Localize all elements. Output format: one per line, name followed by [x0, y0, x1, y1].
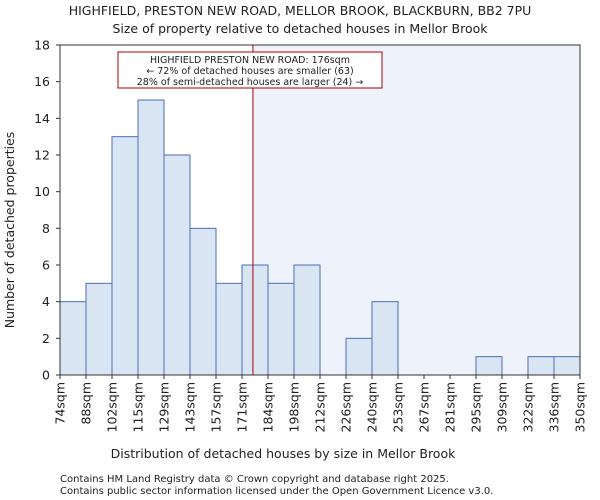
x-tick-label: 88sqm — [79, 382, 94, 425]
bar-226sqm — [345, 337, 373, 376]
y-tick-label: 2 — [42, 331, 50, 346]
chart-subtitle: Size of property relative to detached ho… — [112, 21, 488, 36]
y-tick-label: 12 — [34, 148, 50, 163]
annotation-line-1: HIGHFIELD PRESTON NEW ROAD: 176sqm — [150, 55, 350, 66]
bar-198sqm — [293, 264, 321, 376]
bar-74sqm — [59, 301, 87, 376]
bar-88sqm — [85, 282, 113, 376]
x-tick-label: 184sqm — [261, 382, 276, 432]
plot-area: 0 2 4 6 8 10 12 14 16 18 74sqm 88sqm 102sqm 115sqm 129… — [34, 38, 587, 433]
bar-171sqm — [241, 264, 269, 376]
x-tick-label: 267sqm — [417, 382, 432, 432]
bar-102sqm — [111, 136, 139, 376]
x-tick-label: 309sqm — [495, 382, 510, 432]
x-axis-label: Distribution of detached houses by size … — [111, 446, 456, 461]
annotation-box — [117, 51, 383, 89]
y-tick-label: 8 — [42, 221, 50, 236]
x-tick-label: 198sqm — [287, 382, 302, 432]
bar-336sqm — [553, 356, 581, 376]
footer-line-1: Contains HM Land Registry data © Crown c… — [60, 474, 449, 485]
y-axis-label: Number of detached properties — [2, 132, 17, 329]
x-tick-label: 350sqm — [573, 382, 588, 432]
footer-line-2: Contains public sector information licen… — [60, 486, 493, 497]
bar-295sqm — [475, 356, 503, 376]
x-tick-label: 74sqm — [53, 382, 68, 425]
annotation-line-2: ← 72% of detached houses are smaller (63… — [146, 66, 353, 77]
chart-title: HIGHFIELD, PRESTON NEW ROAD, MELLOR BROO… — [69, 3, 532, 18]
x-tick-label: 226sqm — [339, 382, 354, 432]
x-tick-label: 143sqm — [183, 382, 198, 432]
bar-115sqm — [137, 99, 165, 376]
x-tick-label: 102sqm — [105, 382, 120, 432]
y-tick-label: 10 — [34, 184, 50, 199]
x-tick-label: 171sqm — [235, 382, 250, 432]
x-tick-label: 322sqm — [521, 382, 536, 432]
x-tick-label: 295sqm — [469, 382, 484, 432]
y-tick-label: 4 — [42, 294, 50, 309]
x-tick-label: 129sqm — [157, 382, 172, 432]
bar-184sqm — [267, 282, 295, 376]
y-tick-label: 0 — [42, 368, 50, 383]
y-tick-label: 18 — [34, 38, 50, 53]
bar-157sqm — [215, 282, 243, 376]
bar-322sqm — [527, 356, 555, 376]
bar-240sqm — [371, 301, 399, 376]
y-tick-label: 6 — [42, 258, 50, 273]
x-tick-label: 212sqm — [313, 382, 328, 432]
bar-129sqm — [163, 154, 191, 376]
x-tick-label: 336sqm — [547, 382, 562, 432]
x-tick-label: 157sqm — [209, 382, 224, 432]
x-tick-label: 115sqm — [131, 382, 146, 432]
y-tick-label: 16 — [34, 74, 50, 89]
annotation-line-3: 28% of semi-detached houses are larger (… — [137, 77, 364, 88]
bar-143sqm — [189, 227, 217, 376]
x-tick-label: 253sqm — [391, 382, 406, 432]
x-tick-label: 240sqm — [365, 382, 380, 432]
x-tick-label: 281sqm — [443, 382, 458, 432]
y-tick-label: 14 — [34, 111, 50, 126]
